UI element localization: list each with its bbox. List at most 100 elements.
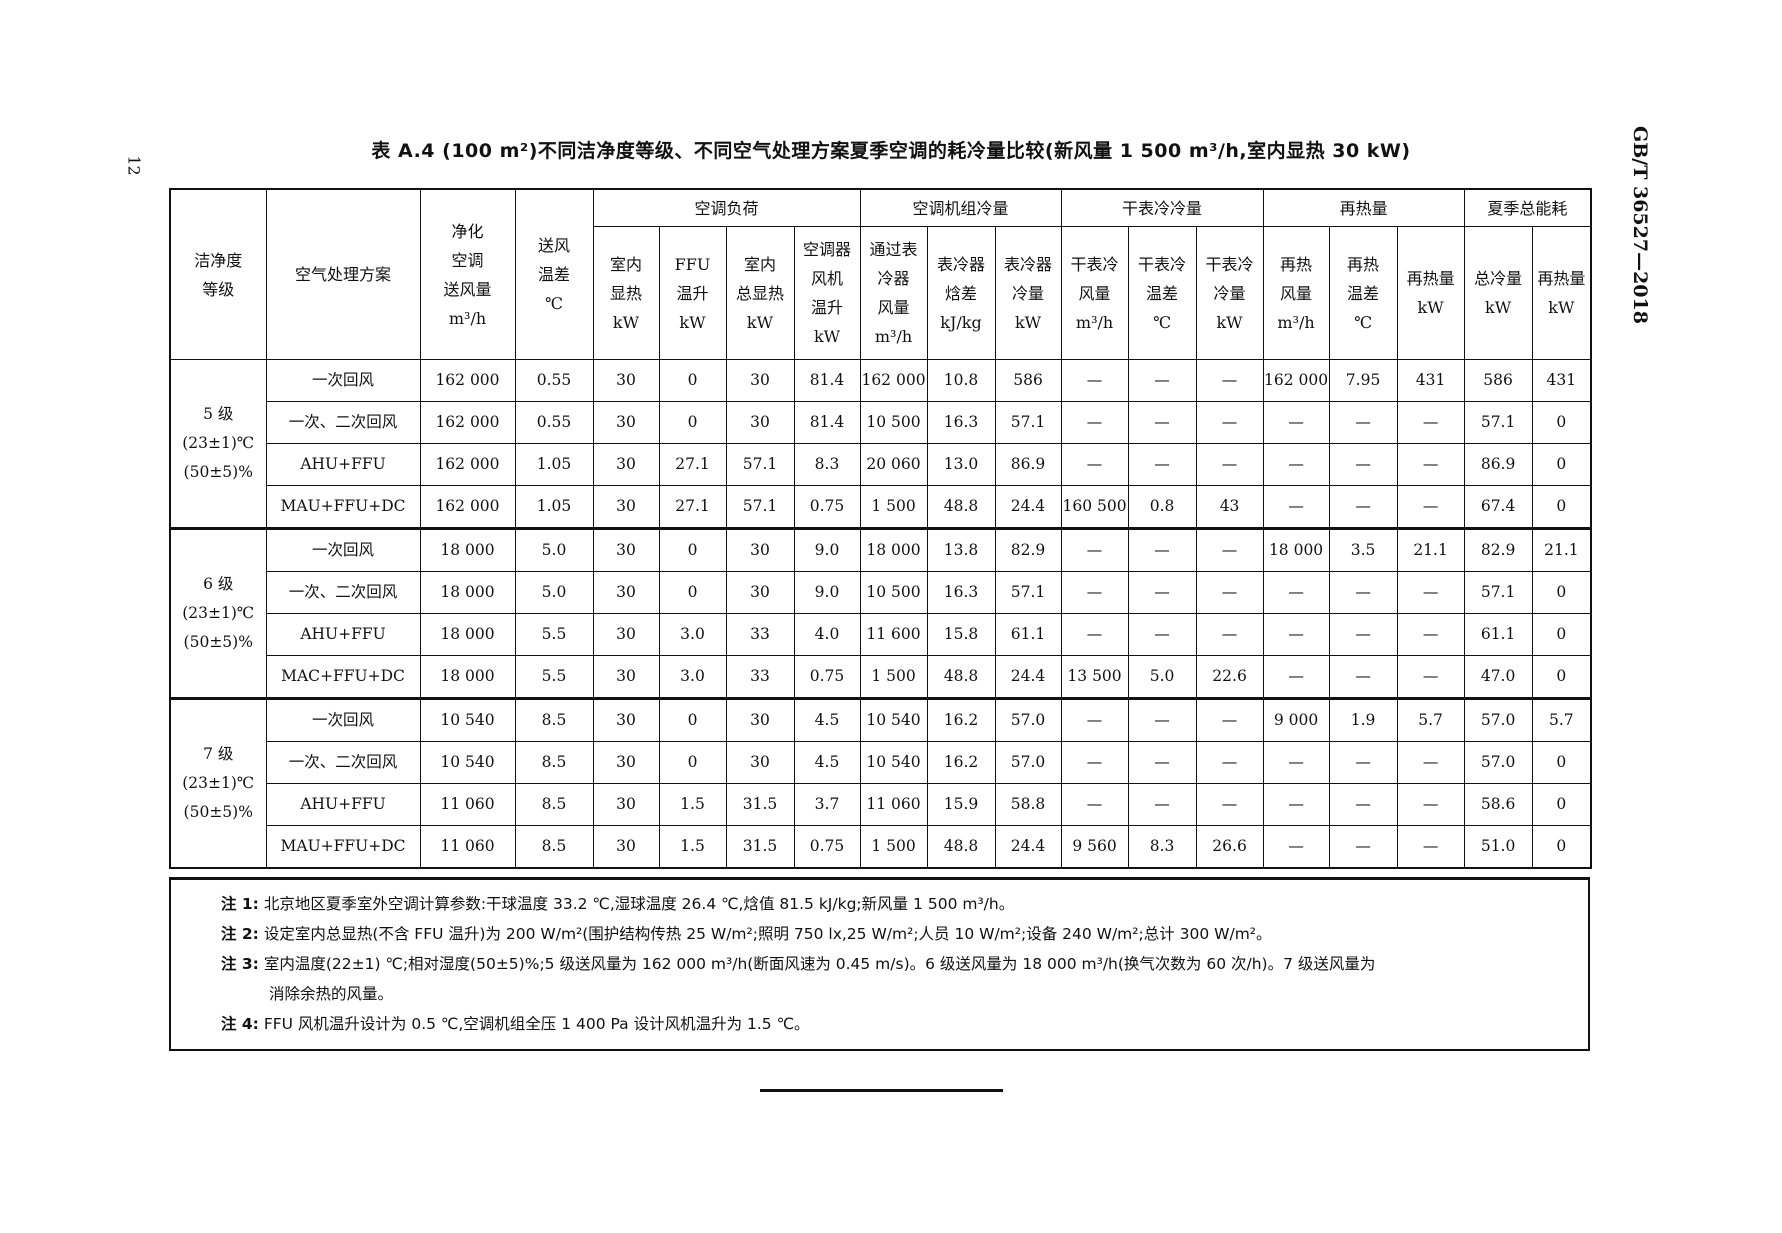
value-cell: 0.55 xyxy=(514,359,594,402)
value-cell: 81.4 xyxy=(793,401,861,444)
value-cell: — xyxy=(1396,741,1465,784)
value-cell: — xyxy=(1195,783,1264,826)
value-cell: — xyxy=(1328,571,1398,614)
column-header: 室内 显热 kW xyxy=(592,226,660,360)
header-group-dry-coil: 干表冷冷量 xyxy=(1060,188,1264,227)
note-text: FFU 风机温升设计为 0.5 ℃,空调机组全压 1 400 Pa 设计风机温升… xyxy=(263,1015,810,1033)
value-cell: — xyxy=(1060,783,1129,826)
scheme-cell: MAU+FFU+DC xyxy=(265,485,421,529)
value-cell: 11 060 xyxy=(419,783,516,826)
cooling-comparison-table: 洁净度 等级 空气处理方案 净化 空调 送风量 m³/h 送风 温差 ℃ 空调负… xyxy=(169,188,1593,869)
value-cell: 10 540 xyxy=(859,741,928,784)
table-row: AHU+FFU 162 000 1.05 30 27.1 57.1 8.3 20 060 13.… xyxy=(170,443,1592,486)
value-cell: 162 000 xyxy=(419,359,516,402)
value-cell: 51.0 xyxy=(1463,825,1533,869)
value-cell: 21.1 xyxy=(1531,527,1592,572)
note-label: 注 3: xyxy=(221,955,259,973)
value-cell: 0.75 xyxy=(793,825,861,869)
value-cell: 1 500 xyxy=(859,655,928,699)
value-cell: — xyxy=(1127,359,1197,402)
value-cell: 47.0 xyxy=(1463,655,1533,699)
column-header: FFU 温升 kW xyxy=(658,226,727,360)
table-row: 5 级 (23±1)℃ (50±5)% 一次回风 162 000 0.55 30 0 30 8… xyxy=(169,359,1592,529)
value-cell: — xyxy=(1127,741,1197,784)
value-cell: 48.8 xyxy=(926,485,996,529)
value-cell: 0 xyxy=(1531,825,1592,869)
value-cell: — xyxy=(1060,527,1129,572)
column-header: 干表冷 风量 m³/h xyxy=(1060,226,1129,360)
scheme-cell: 一次回风 xyxy=(265,527,421,572)
value-cell: 27.1 xyxy=(658,443,727,486)
value-cell: 31.5 xyxy=(725,783,795,826)
value-cell: 24.4 xyxy=(994,485,1062,529)
value-cell: 8.3 xyxy=(793,443,861,486)
value-cell: 13 500 xyxy=(1060,655,1129,699)
value-cell: — xyxy=(1328,825,1398,869)
scheme-cell: AHU+FFU xyxy=(265,783,421,826)
table-row: MAU+FFU+DC 11 060 8.5 30 1.5 31.5 0.75 1 500 48.… xyxy=(170,825,1592,869)
value-cell: 5.0 xyxy=(514,527,594,572)
value-cell: 18 000 xyxy=(859,527,928,572)
value-cell: 8.5 xyxy=(514,741,594,784)
value-cell: — xyxy=(1060,613,1129,656)
value-cell: 5.0 xyxy=(514,571,594,614)
value-cell: — xyxy=(1060,443,1129,486)
value-cell: 27.1 xyxy=(658,485,727,529)
column-header: 通过表 冷器 风量 m³/h xyxy=(859,226,928,360)
table-row: MAC+FFU+DC 18 000 5.5 30 3.0 33 0.75 1 500 48.8 2… xyxy=(170,655,1592,699)
value-cell: 18 000 xyxy=(1262,527,1330,572)
table-notes: 注 1: 北京地区夏季室外空调计算参数:干球温度 33.2 ℃,湿球温度 26.… xyxy=(169,877,1590,1051)
column-header: 表冷器 冷量 kW xyxy=(994,226,1062,360)
table-row: AHU+FFU 11 060 8.5 30 1.5 31.5 3.7 11 060 15.9 58… xyxy=(170,783,1592,826)
value-cell: — xyxy=(1195,741,1264,784)
value-cell: 43 xyxy=(1195,485,1264,529)
value-cell: 162 000 xyxy=(419,443,516,486)
value-cell: 30 xyxy=(592,783,660,826)
value-cell: 61.1 xyxy=(994,613,1062,656)
value-cell: 61.1 xyxy=(1463,613,1533,656)
value-cell: 5.7 xyxy=(1396,697,1465,742)
grade-cell: 7 级 (23±1)℃ (50±5)% xyxy=(169,697,267,869)
value-cell: 1.05 xyxy=(514,485,594,529)
value-cell: 4.0 xyxy=(793,613,861,656)
note-text: 北京地区夏季室外空调计算参数:干球温度 33.2 ℃,湿球温度 26.4 ℃,焓… xyxy=(263,895,1015,913)
value-cell: 431 xyxy=(1531,359,1592,402)
scheme-cell: 一次回风 xyxy=(265,359,421,402)
value-cell: 16.2 xyxy=(926,697,996,742)
value-cell: — xyxy=(1328,655,1398,699)
value-cell: — xyxy=(1195,697,1264,742)
value-cell: — xyxy=(1396,443,1465,486)
value-cell: 0 xyxy=(1531,655,1592,699)
value-cell: — xyxy=(1195,527,1264,572)
table-row: 一次、二次回风 162 000 0.55 30 0 30 81.4 10 500 16.3 57.… xyxy=(170,401,1592,444)
value-cell: 0 xyxy=(1531,741,1592,784)
grade-cell: 5 级 (23±1)℃ (50±5)% xyxy=(169,359,267,529)
value-cell: 24.4 xyxy=(994,655,1062,699)
value-cell: 31.5 xyxy=(725,825,795,869)
value-cell: 1.5 xyxy=(658,783,727,826)
value-cell: 10 540 xyxy=(859,697,928,742)
scheme-cell: 一次回风 xyxy=(265,697,421,742)
column-header: 干表冷 温差 ℃ xyxy=(1127,226,1197,360)
value-cell: 11 060 xyxy=(859,783,928,826)
value-cell: — xyxy=(1060,571,1129,614)
value-cell: 81.4 xyxy=(793,359,861,402)
value-cell: 0 xyxy=(658,359,727,402)
value-cell: 10 500 xyxy=(859,571,928,614)
scheme-cell: AHU+FFU xyxy=(265,443,421,486)
note-text: 设定室内总显热(不含 FFU 温升)为 200 W/m²(围护结构传热 25 W… xyxy=(263,925,1272,943)
value-cell: 82.9 xyxy=(1463,527,1533,572)
value-cell: 4.5 xyxy=(793,741,861,784)
value-cell: 1.05 xyxy=(514,443,594,486)
value-cell: 30 xyxy=(725,401,795,444)
column-header: 室内 总显热 kW xyxy=(725,226,795,360)
scheme-cell: MAC+FFU+DC xyxy=(265,655,421,699)
value-cell: 0.8 xyxy=(1127,485,1197,529)
note: 注 3: 室内温度(22±1) ℃;相对湿度(50±5)%;5 级送风量为 16… xyxy=(221,949,1588,979)
value-cell: 30 xyxy=(592,443,660,486)
value-cell: 0 xyxy=(658,697,727,742)
value-cell: 5.0 xyxy=(1127,655,1197,699)
table-row: AHU+FFU 18 000 5.5 30 3.0 33 4.0 11 600 15.8 61.1… xyxy=(170,613,1592,656)
column-header: 再热 温差 ℃ xyxy=(1328,226,1398,360)
value-cell: 0.75 xyxy=(793,655,861,699)
